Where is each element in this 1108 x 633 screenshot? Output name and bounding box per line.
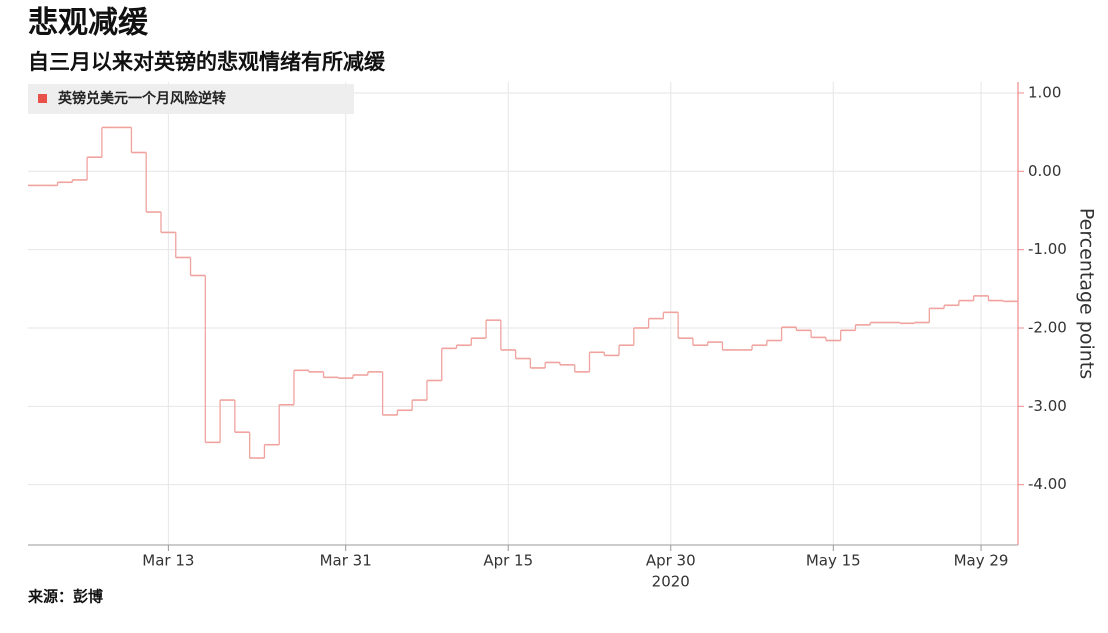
- y-tick-label: -4.00: [1028, 475, 1067, 493]
- chart-title: 悲观减缓: [28, 6, 149, 41]
- x-tick-label: Mar 13: [142, 552, 194, 570]
- source: 来源：彭博: [27, 588, 103, 606]
- legend-marker: [38, 94, 47, 103]
- chart-subtitle: 自三月以来对英镑的悲观情绪有所减缓: [28, 50, 386, 74]
- x-year-label: 2020: [652, 573, 690, 591]
- y-tick-label: -3.00: [1028, 397, 1067, 415]
- y-tick-label: 0.00: [1028, 162, 1061, 180]
- x-tick-label: Mar 31: [320, 552, 372, 570]
- x-tick-label: Apr 15: [483, 552, 533, 570]
- step-connector: [56, 127, 1004, 459]
- y-axis-label: Percentage points: [1076, 208, 1098, 379]
- legend-text: 英镑兑美元一个月风险逆转: [57, 90, 226, 107]
- legend-box: [28, 84, 354, 114]
- y-tick-label: -1.00: [1028, 240, 1067, 258]
- x-tick-label: May 15: [806, 552, 861, 570]
- y-tick-label: -2.00: [1028, 318, 1067, 336]
- x-tick-label: May 29: [954, 552, 1009, 570]
- x-tick-label: Apr 30: [646, 552, 696, 570]
- y-tick-label: 1.00: [1028, 83, 1061, 101]
